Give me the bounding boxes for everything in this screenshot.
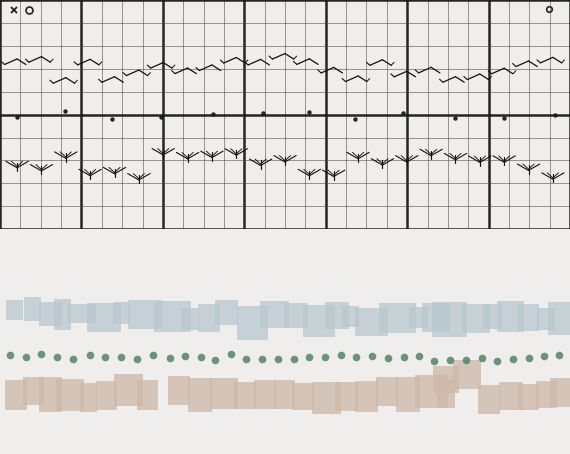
Bar <box>497 301 524 331</box>
Bar <box>114 375 142 406</box>
Bar <box>433 366 459 393</box>
Bar <box>181 308 199 331</box>
Bar <box>23 377 44 405</box>
Bar <box>325 302 349 329</box>
Bar <box>536 381 557 408</box>
Bar <box>260 301 289 328</box>
Bar <box>6 300 23 320</box>
Bar <box>396 377 420 412</box>
Bar <box>462 304 490 333</box>
Bar <box>87 303 121 332</box>
Bar <box>128 301 162 329</box>
Bar <box>335 382 358 411</box>
Bar <box>292 383 314 410</box>
Bar <box>422 302 450 332</box>
Bar <box>154 301 191 332</box>
Bar <box>67 304 96 323</box>
Bar <box>80 383 97 412</box>
Bar <box>499 382 523 410</box>
Bar <box>39 302 62 326</box>
Bar <box>355 381 378 412</box>
Bar <box>478 385 500 414</box>
Bar <box>210 378 238 410</box>
Bar <box>483 304 502 329</box>
Bar <box>284 303 308 328</box>
Bar <box>303 306 335 337</box>
Bar <box>113 301 130 324</box>
Bar <box>24 297 41 321</box>
Bar <box>39 377 62 412</box>
Bar <box>376 377 398 406</box>
Bar <box>96 381 117 410</box>
Bar <box>237 306 268 340</box>
Bar <box>550 378 570 407</box>
Bar <box>379 303 416 333</box>
Bar <box>415 375 448 409</box>
Bar <box>233 381 256 409</box>
Bar <box>198 304 220 332</box>
Bar <box>56 380 84 411</box>
Bar <box>548 302 570 335</box>
Bar <box>409 307 428 328</box>
Bar <box>137 380 158 410</box>
Bar <box>274 380 295 409</box>
Bar <box>355 308 388 336</box>
Bar <box>188 378 212 412</box>
Bar <box>518 384 539 410</box>
Bar <box>312 382 341 414</box>
Bar <box>168 376 190 405</box>
Bar <box>537 308 555 330</box>
Bar <box>5 380 27 410</box>
Bar <box>254 380 276 410</box>
Bar <box>54 299 71 330</box>
Bar <box>215 301 238 325</box>
Bar <box>437 379 455 409</box>
Bar <box>432 302 467 337</box>
Bar <box>453 360 481 389</box>
Bar <box>342 306 359 327</box>
Bar <box>518 304 539 331</box>
